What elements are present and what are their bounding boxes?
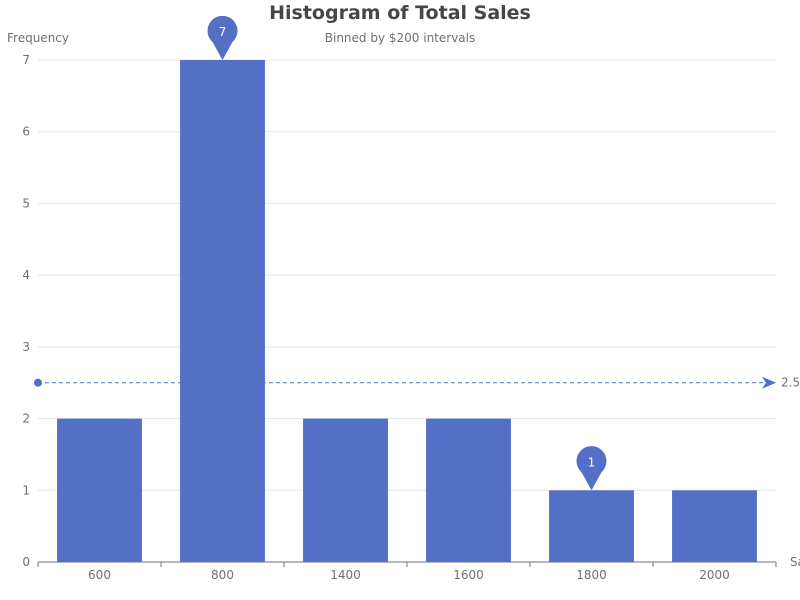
y-tick-label: 3 — [22, 340, 30, 354]
x-tick-label: 1400 — [330, 568, 361, 582]
y-tick-label: 4 — [22, 268, 30, 282]
bar-600 — [57, 418, 142, 562]
mark-point-pin — [207, 15, 238, 61]
bar-2000 — [672, 490, 757, 562]
x-tick-label: 1600 — [453, 568, 484, 582]
y-tick-label: 6 — [22, 125, 30, 139]
chart-title: Histogram of Total Sales — [269, 2, 531, 24]
mark-point-label: 1 — [588, 455, 596, 469]
y-axis-name: Frequency — [7, 31, 69, 45]
bars — [57, 60, 757, 562]
x-tick-label: 2000 — [699, 568, 730, 582]
bar-800 — [180, 60, 265, 562]
x-tick-label: 1800 — [576, 568, 607, 582]
y-tick-label: 1 — [22, 483, 30, 497]
y-tick-label: 0 — [22, 555, 30, 569]
chart-subtitle: Binned by $200 intervals — [325, 31, 475, 45]
mark-point-label: 7 — [219, 25, 227, 39]
mark-points: 71 — [207, 15, 607, 491]
x-axis-name: Sa — [790, 555, 800, 569]
mark-line-start-dot — [34, 378, 42, 387]
x-axis-ticks: 600 800 1400 1600 1800 2000 — [88, 568, 730, 582]
mark-point-pin — [576, 446, 607, 491]
y-axis-ticks: 0 1 2 3 4 5 6 7 — [22, 53, 30, 569]
x-axis — [37, 561, 777, 567]
average-mark-line: 2.5 — [34, 376, 800, 390]
bar-1800 — [549, 490, 634, 562]
y-tick-label: 5 — [22, 196, 30, 210]
x-tick-label: 800 — [211, 568, 234, 582]
y-tick-label: 2 — [22, 412, 30, 426]
bar-1400 — [303, 418, 388, 562]
bar-1600 — [426, 418, 511, 562]
grid-lines — [38, 59, 776, 491]
mark-line-arrow — [762, 376, 776, 389]
mark-line-label: 2.5 — [781, 376, 800, 390]
x-tick-label: 600 — [88, 568, 111, 582]
y-tick-label: 7 — [22, 53, 30, 67]
